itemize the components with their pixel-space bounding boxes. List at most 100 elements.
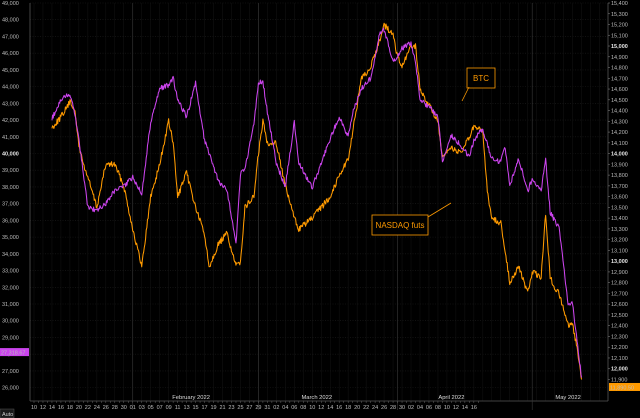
x-axis: 10 12 14 16 18 20 22 24 26 28 30 01 03 05 07 09 11 13 15 17… [0,395,581,418]
series-line-nasdaq [51,22,583,380]
right-tick-label: 13,900 [611,162,628,168]
auto-scale-button[interactable] [0,408,15,418]
left-tick-label: 48,000 [2,18,19,24]
x-tick-label: 16 [58,405,64,411]
annotation-nasdaq-label: NASDAQ futs [376,221,425,230]
left-tick-label: 49,000 [2,1,19,7]
right-tick-label: 14,700 [611,76,628,82]
x-tick-label: 01 [130,405,136,411]
x-tick-label: 18 [345,405,351,411]
right-tick-label: 12,700 [611,291,628,297]
x-tick-label: 15 [193,405,199,411]
x-tick-label: 12 [453,405,459,411]
right-tick-label: 12,800 [611,281,628,287]
right-tick-label: 12,900 [611,270,628,276]
left-tick-label: 43,000 [2,101,19,107]
right-tick-label: 13,600 [611,195,628,201]
x-tick-label: 09 [166,405,172,411]
right-tick-label: 14,900 [611,55,628,61]
x-tick-label: 06 [291,405,297,411]
x-tick-label: 10 [444,405,450,411]
plot-lines [51,22,583,380]
left-tick-label: 35,000 [2,235,19,241]
x-tick-label: 22 [363,405,369,411]
x-tick-label: 10 [31,405,37,411]
x-tick-label: 02 [273,405,279,411]
x-tick-label: 27 [246,405,252,411]
right-last-value-box [609,382,640,391]
right-tick-label: 15,300 [611,12,628,18]
right-tick-label: 13,200 [611,238,628,244]
right-axis: 11,900 12,000 12,100 12,200 12,300 12,400 12,5… [608,1,640,391]
right-tick-label: 14,300 [611,119,628,125]
annotation-nasdaq-pointer [427,202,452,218]
left-tick-label: 46,000 [2,51,19,57]
x-tick-label: 28 [390,405,396,411]
month-label: May 2022 [555,395,580,401]
x-tick-label: 23 [228,405,234,411]
x-tick-label: 08 [435,405,441,411]
x-tick-label: 14 [462,405,468,411]
left-tick-label: 41,000 [2,135,19,141]
x-tick-label: 29 [255,405,261,411]
month-label: March 2022 [301,395,332,401]
right-tick-label: 13,100 [611,248,628,254]
x-tick-label: 07 [157,405,163,411]
month-label: February 2022 [172,395,210,401]
right-tick-label: 14,800 [611,66,628,72]
left-tick-label: 30,000 [2,319,19,325]
right-tick-label: 14,500 [611,98,628,104]
x-tick-label: 28 [112,405,118,411]
left-tick-label: 36,000 [2,218,19,224]
x-tick-label: 31 [264,405,270,411]
right-tick-label: 13,800 [611,173,628,179]
annotation-btc-pointer [461,86,470,102]
left-tick-label: 39,000 [2,168,19,174]
left-last-value-box [0,348,29,357]
right-tick-label: 14,600 [611,87,628,93]
x-tick-label: 24 [372,405,378,411]
annotation-btc-label: BTC [473,74,489,83]
x-tick-label: 08 [300,405,306,411]
left-tick-label: 27,000 [2,369,19,375]
right-tick-label: 11,900 [611,377,627,383]
left-last-value-label: 27,318.67 [1,351,25,357]
left-tick-label: 34,000 [2,252,19,258]
right-tick-label: 13,000 [611,259,628,265]
left-tick-label: 38,000 [2,185,19,191]
right-tick-label: 15,100 [611,33,628,39]
x-tick-label: 18 [67,405,73,411]
x-tick-label: 21 [219,405,225,411]
right-tick-label: 12,100 [611,356,628,362]
left-tick-label: 45,000 [2,68,19,74]
right-tick-label: 12,600 [611,302,628,308]
right-tick-label: 13,700 [611,184,628,190]
left-tick-label: 33,000 [2,269,19,275]
x-tick-label: 20 [354,405,360,411]
left-tick-label: 29,000 [2,335,19,341]
x-tick-label: 30 [399,405,405,411]
x-tick-label: 26 [381,405,387,411]
x-tick-label: 20 [76,405,82,411]
right-tick-label: 14,200 [611,130,628,136]
left-tick-label: 37,000 [2,202,19,208]
x-tick-label: 16 [471,405,477,411]
x-tick-label: 14 [327,405,333,411]
right-tick-label: 13,300 [611,227,628,233]
series-line-btc [51,27,583,378]
right-tick-label: 15,200 [611,23,628,29]
grid [29,2,609,402]
right-tick-label: 14,000 [611,152,628,158]
x-tick-label: 02 [408,405,414,411]
x-tick-label: 25 [237,405,243,411]
x-tick-label: 11 [175,405,181,411]
left-tick-label: 31,000 [2,302,19,308]
left-tick-label: 47,000 [2,34,19,40]
x-tick-label: 16 [336,405,342,411]
left-tick-label: 32,000 [2,285,19,291]
right-tick-label: 12,400 [611,324,628,330]
left-tick-label: 44,000 [2,85,19,91]
auto-scale-label: Auto [2,412,13,418]
x-tick-label: 05 [148,405,154,411]
